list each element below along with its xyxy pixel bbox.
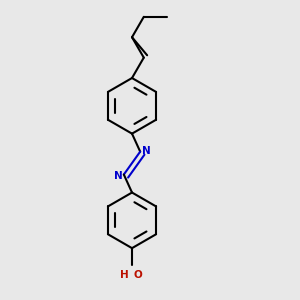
Text: H: H	[120, 270, 129, 280]
Text: N: N	[142, 146, 150, 156]
Text: O: O	[134, 270, 142, 280]
Text: N: N	[114, 170, 122, 181]
